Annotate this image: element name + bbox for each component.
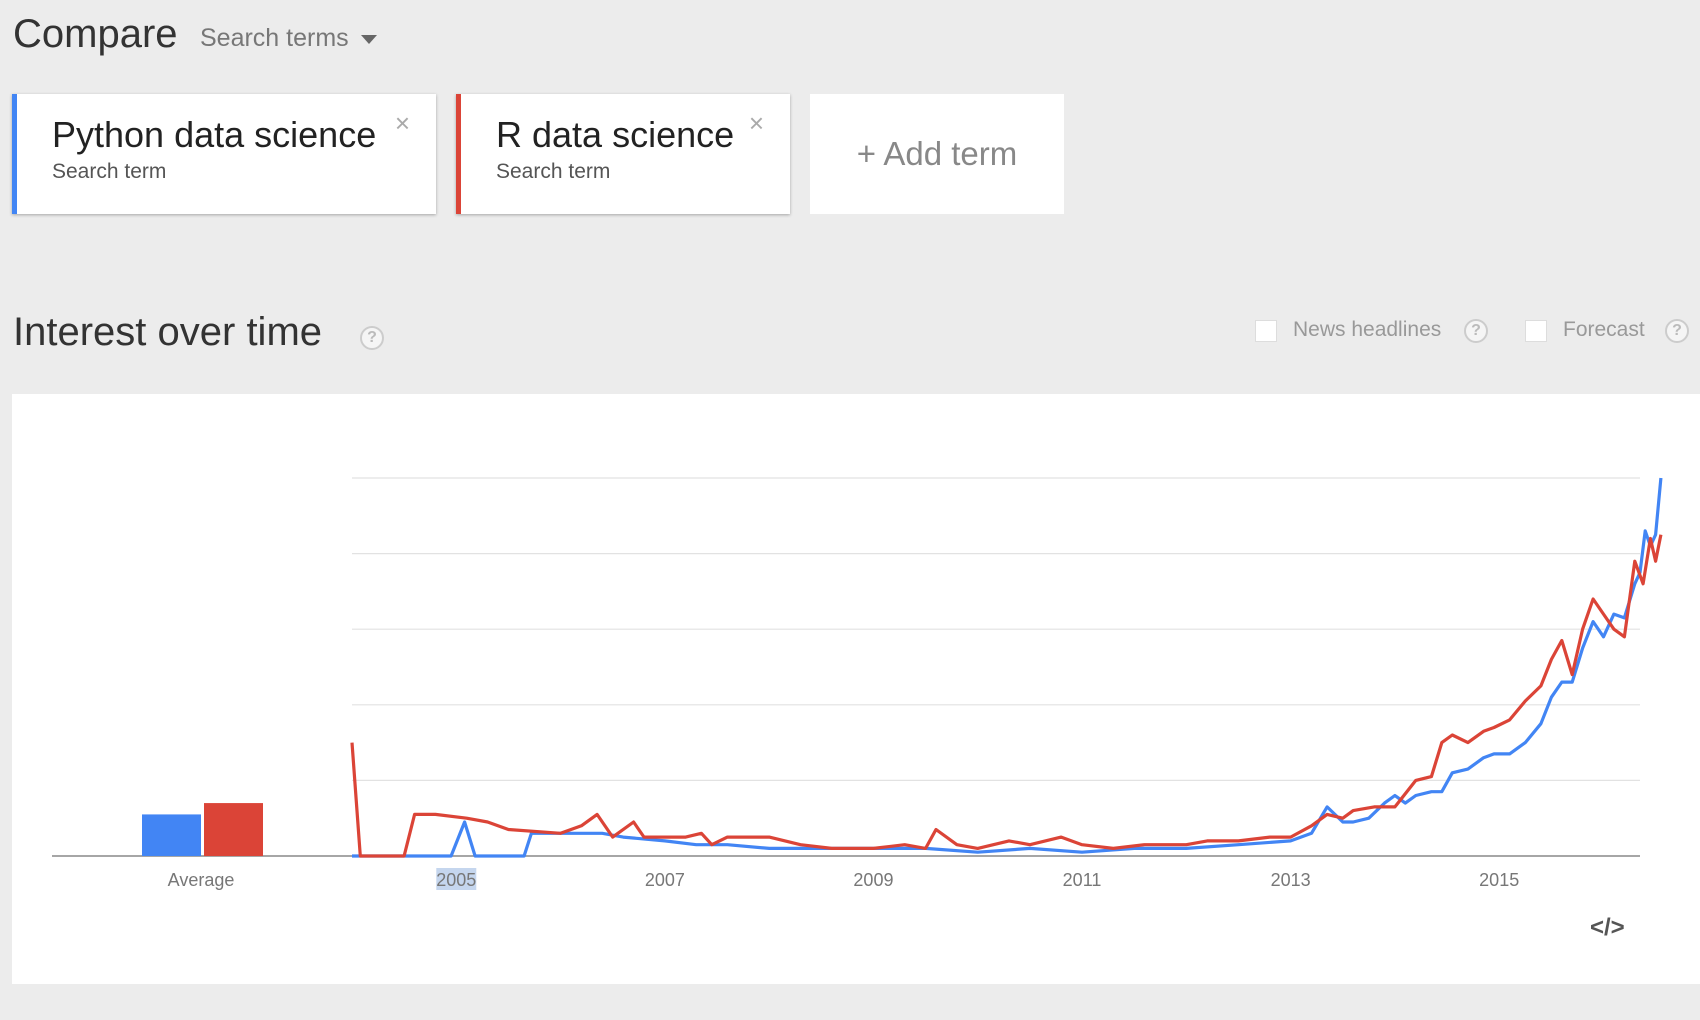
page-title: Compare (13, 12, 178, 56)
chart-panel: Average 2005 2007 2009 2011 2013 2015 </> (12, 394, 1700, 984)
add-term-button[interactable]: + Add term (810, 94, 1064, 214)
average-bar-python (142, 814, 201, 856)
x-tick-label-2011: 2011 (1063, 870, 1102, 890)
search-terms-dropdown[interactable]: Search terms (200, 24, 377, 53)
average-bar-r (204, 803, 263, 856)
tick-highlight (436, 868, 477, 890)
x-tick-label-2005: 2005 (436, 870, 476, 890)
x-tick-label-2009: 2009 (853, 870, 893, 890)
news-headlines-label: News headlines (1293, 318, 1442, 341)
term-card-python[interactable]: Python data science Search term × (12, 94, 436, 214)
term-color-bar (12, 94, 17, 214)
news-headlines-checkbox[interactable] (1255, 320, 1277, 342)
section-title: Interest over time (13, 310, 323, 354)
x-tick-label-2015: 2015 (1479, 870, 1519, 890)
term-subtitle: Search term (496, 160, 611, 183)
caret-down-icon (360, 34, 377, 44)
series-line-python (352, 477, 1663, 858)
term-name: Python data science (52, 114, 377, 155)
help-icon[interactable]: ? (1665, 319, 1689, 343)
term-name: R data science (496, 114, 735, 155)
term-subtitle: Search term (52, 160, 167, 183)
forecast-checkbox[interactable] (1525, 320, 1547, 342)
x-tick-label-2013: 2013 (1271, 870, 1311, 890)
interest-over-time-chart: Average 2005 2007 2009 2011 2013 2015 (52, 477, 1663, 890)
forecast-label: Forecast (1563, 318, 1645, 341)
help-icon[interactable]: ? (360, 326, 384, 350)
term-color-bar (456, 94, 461, 214)
close-icon[interactable]: × (394, 108, 410, 138)
help-icon[interactable]: ? (1464, 319, 1488, 343)
close-icon[interactable]: × (748, 108, 764, 138)
search-terms-label: Search terms (200, 24, 349, 52)
term-card-r[interactable]: R data science Search term × (456, 94, 790, 214)
x-tick-label-2007: 2007 (645, 870, 685, 890)
embed-code-icon[interactable]: </> (1590, 914, 1625, 941)
series-line-r (350, 534, 1663, 858)
average-label: Average (168, 870, 235, 890)
